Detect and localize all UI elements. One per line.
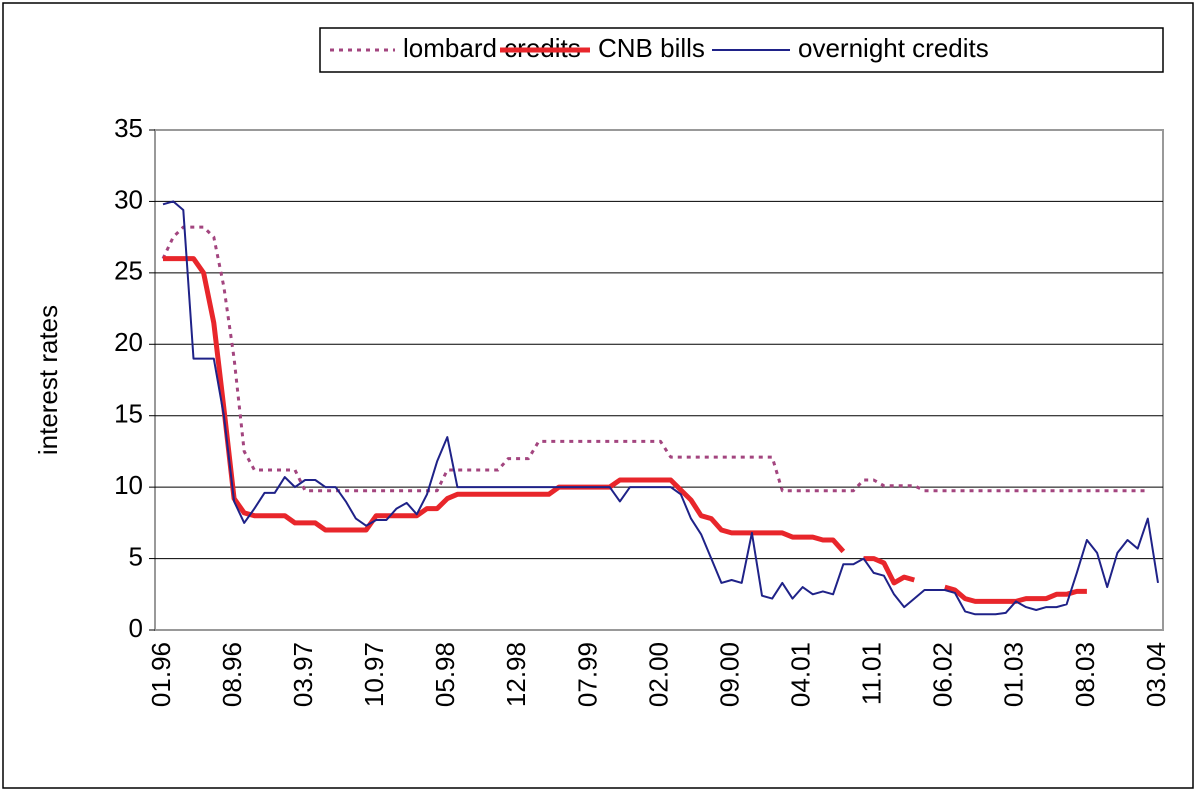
series-line	[161, 225, 1148, 493]
y-tick-label: 20	[114, 327, 143, 357]
legend-label: overnight credits	[798, 33, 989, 63]
y-tick-label: 0	[129, 613, 143, 643]
x-tick-label: 10.97	[359, 642, 389, 707]
plot-area	[154, 129, 1164, 631]
y-tick-label: 25	[114, 256, 143, 286]
y-tick-label: 15	[114, 399, 143, 429]
legend-label: CNB bills	[598, 33, 705, 63]
y-tick-label: 5	[129, 541, 143, 571]
y-tick-label: 30	[114, 184, 143, 214]
y-tick-label: 10	[114, 470, 143, 500]
x-tick-label: 08.03	[1070, 642, 1100, 707]
x-tick-label: 04.01	[786, 642, 816, 707]
x-tick-label: 03.04	[1141, 642, 1171, 707]
x-tick-label: 08.96	[217, 642, 247, 707]
x-tick-label: 02.00	[643, 642, 673, 707]
x-tick-label: 07.99	[572, 642, 602, 707]
x-tick-label: 01.03	[999, 642, 1029, 707]
x-tick-label: 03.97	[288, 642, 318, 707]
x-tick-label: 01.96	[146, 642, 176, 707]
x-tick-label: 11.01	[857, 642, 887, 705]
x-tick-label: 09.00	[714, 642, 744, 707]
x-tick-label: 05.98	[430, 642, 460, 707]
x-tick-label: 06.02	[928, 642, 958, 707]
y-axis-label: interest rates	[33, 305, 63, 455]
x-tick-label: 12.98	[501, 642, 531, 707]
series-line	[162, 200, 1159, 616]
y-tick-label: 35	[114, 113, 143, 143]
